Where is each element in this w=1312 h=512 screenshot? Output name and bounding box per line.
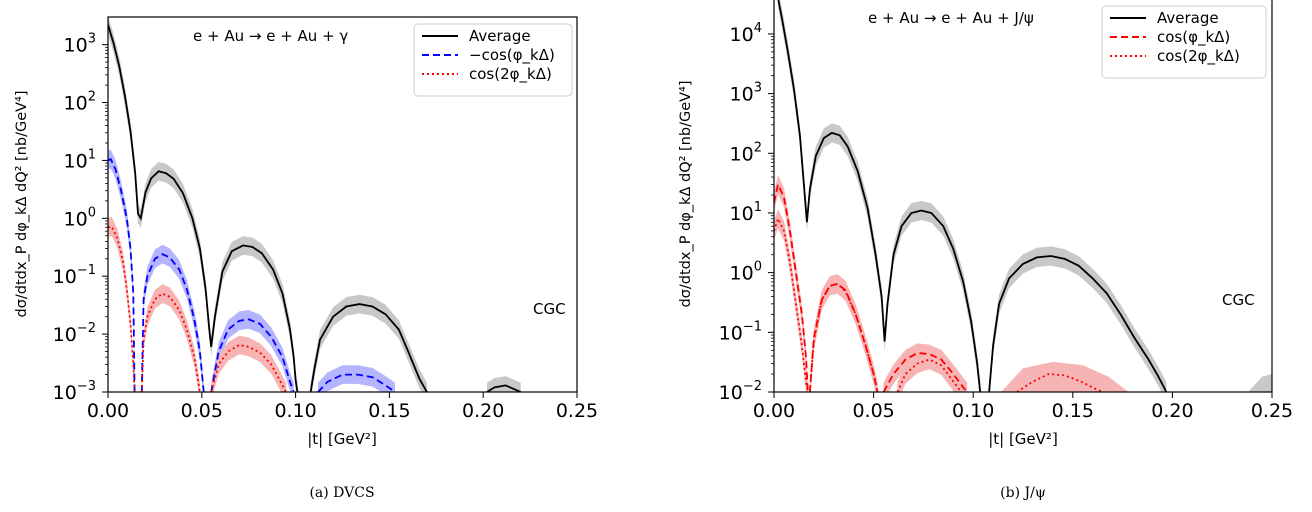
series-line <box>210 318 295 392</box>
series-line <box>108 158 136 392</box>
legend-entry: −cos(φ_kΔ) <box>469 46 555 65</box>
x-tick-label: 0.25 <box>1251 400 1293 422</box>
uncertainty-band <box>318 365 395 392</box>
x-tick-label: 0.10 <box>952 400 994 422</box>
uncertainty-band <box>211 335 287 392</box>
y-tick-label: 10−2 <box>53 321 96 346</box>
legend-entry: Average <box>1157 9 1219 27</box>
x-axis-label: |t| [GeV²] <box>307 430 377 448</box>
x-tick-label: 0.15 <box>368 400 410 422</box>
y-axis-ticks: 10−3 10−2 10−1 100 101 102 103 <box>53 32 108 404</box>
y-tick-label: 101 <box>64 147 96 172</box>
series-line <box>774 216 809 392</box>
chart-panel-jpsi: 0.00 0.05 0.10 0.15 0.20 0.25 10−210−11001011… <box>678 0 1293 501</box>
series-line <box>777 0 982 392</box>
series-line <box>896 358 962 392</box>
y-tick-label: 100 <box>64 205 96 230</box>
process-label: e + Au → e + Au + J/ψ <box>868 9 1034 27</box>
y-tick-label: 104 <box>730 21 762 46</box>
x-axis-label: |t| [GeV²] <box>988 430 1058 448</box>
y-tick-label: 10−3 <box>53 379 96 404</box>
legend-entry: cos(φ_kΔ) <box>1157 28 1230 47</box>
x-axis-ticks: 0.00 0.05 0.10 0.15 0.20 0.25 <box>87 392 598 422</box>
x-tick-label: 0.20 <box>462 400 504 422</box>
legend-entry: Average <box>469 27 531 45</box>
x-tick-label: 0.05 <box>181 400 223 422</box>
y-axis-ticks: 10−2 10−1 100 101 102 103 104 <box>719 21 774 404</box>
uncertainty-band <box>897 349 962 392</box>
y-tick-label: 101 <box>730 200 762 225</box>
series-line <box>988 255 1168 392</box>
y-tick-label: 103 <box>64 32 96 57</box>
y-axis-label: dσ/dtdx_P dφ_kΔ dQ² [nb/GeV⁴] <box>678 80 694 307</box>
series-line <box>317 373 396 392</box>
uncertainty-band <box>211 310 294 392</box>
y-tick-label: 100 <box>730 260 762 285</box>
x-tick-label: 0.20 <box>1151 400 1193 422</box>
legend-entry: cos(2φ_kΔ) <box>469 65 552 84</box>
series-line <box>108 24 299 392</box>
x-tick-label: 0.15 <box>1052 400 1094 422</box>
series-line <box>486 384 522 392</box>
y-tick-label: 10−1 <box>719 319 762 344</box>
y-tick-label: 102 <box>64 90 96 115</box>
series-lines <box>774 0 1168 392</box>
x-tick-label: 0.00 <box>87 400 129 422</box>
panel-caption: (b) J/ψ <box>1000 485 1046 501</box>
series-line <box>108 225 136 392</box>
legend-entry: cos(2φ_kΔ) <box>1157 47 1240 66</box>
plot-frame <box>107 16 578 393</box>
series-lines <box>108 24 522 392</box>
uncertainty-band <box>1248 374 1272 392</box>
y-tick-label: 103 <box>730 81 762 106</box>
uncertainty-band <box>310 294 427 392</box>
uncertainty-band <box>1001 361 1129 392</box>
uncertainty-band <box>883 343 968 392</box>
x-tick-label: 0.05 <box>852 400 894 422</box>
y-tick-label: 10−2 <box>719 379 762 404</box>
x-axis-ticks: 0.00 0.05 0.10 0.15 0.20 0.25 <box>753 392 1293 422</box>
cgc-annotation: CGC <box>533 300 566 318</box>
y-tick-label: 10−1 <box>53 263 96 288</box>
series-line <box>309 303 428 392</box>
x-tick-label: 0.00 <box>753 400 795 422</box>
chart-panel-dvcs: 0.00 0.05 0.10 0.15 0.20 0.25 10−3 10−2 10−1 100… <box>14 16 598 501</box>
series-line <box>882 352 968 392</box>
series-line <box>809 282 879 392</box>
uncertainty-band <box>774 174 808 392</box>
uncertainty-bands <box>774 0 1272 392</box>
process-label: e + Au → e + Au + γ <box>193 27 348 45</box>
panel-caption: (a) DVCS <box>309 485 374 501</box>
series-line <box>140 292 201 392</box>
y-axis-label: dσ/dtdx_P dφ_kΔ dQ² [nb/GeV⁴] <box>14 90 30 317</box>
y-tick-label: 102 <box>730 140 762 165</box>
x-tick-label: 0.10 <box>274 400 316 422</box>
uncertainty-band <box>141 284 200 392</box>
uncertainty-band <box>108 149 135 392</box>
x-tick-label: 0.25 <box>556 400 598 422</box>
cgc-annotation: CGC <box>1222 291 1255 309</box>
legend: Average−cos(φ_kΔ)cos(2φ_kΔ) <box>413 23 573 97</box>
uncertainty-band <box>809 274 878 392</box>
